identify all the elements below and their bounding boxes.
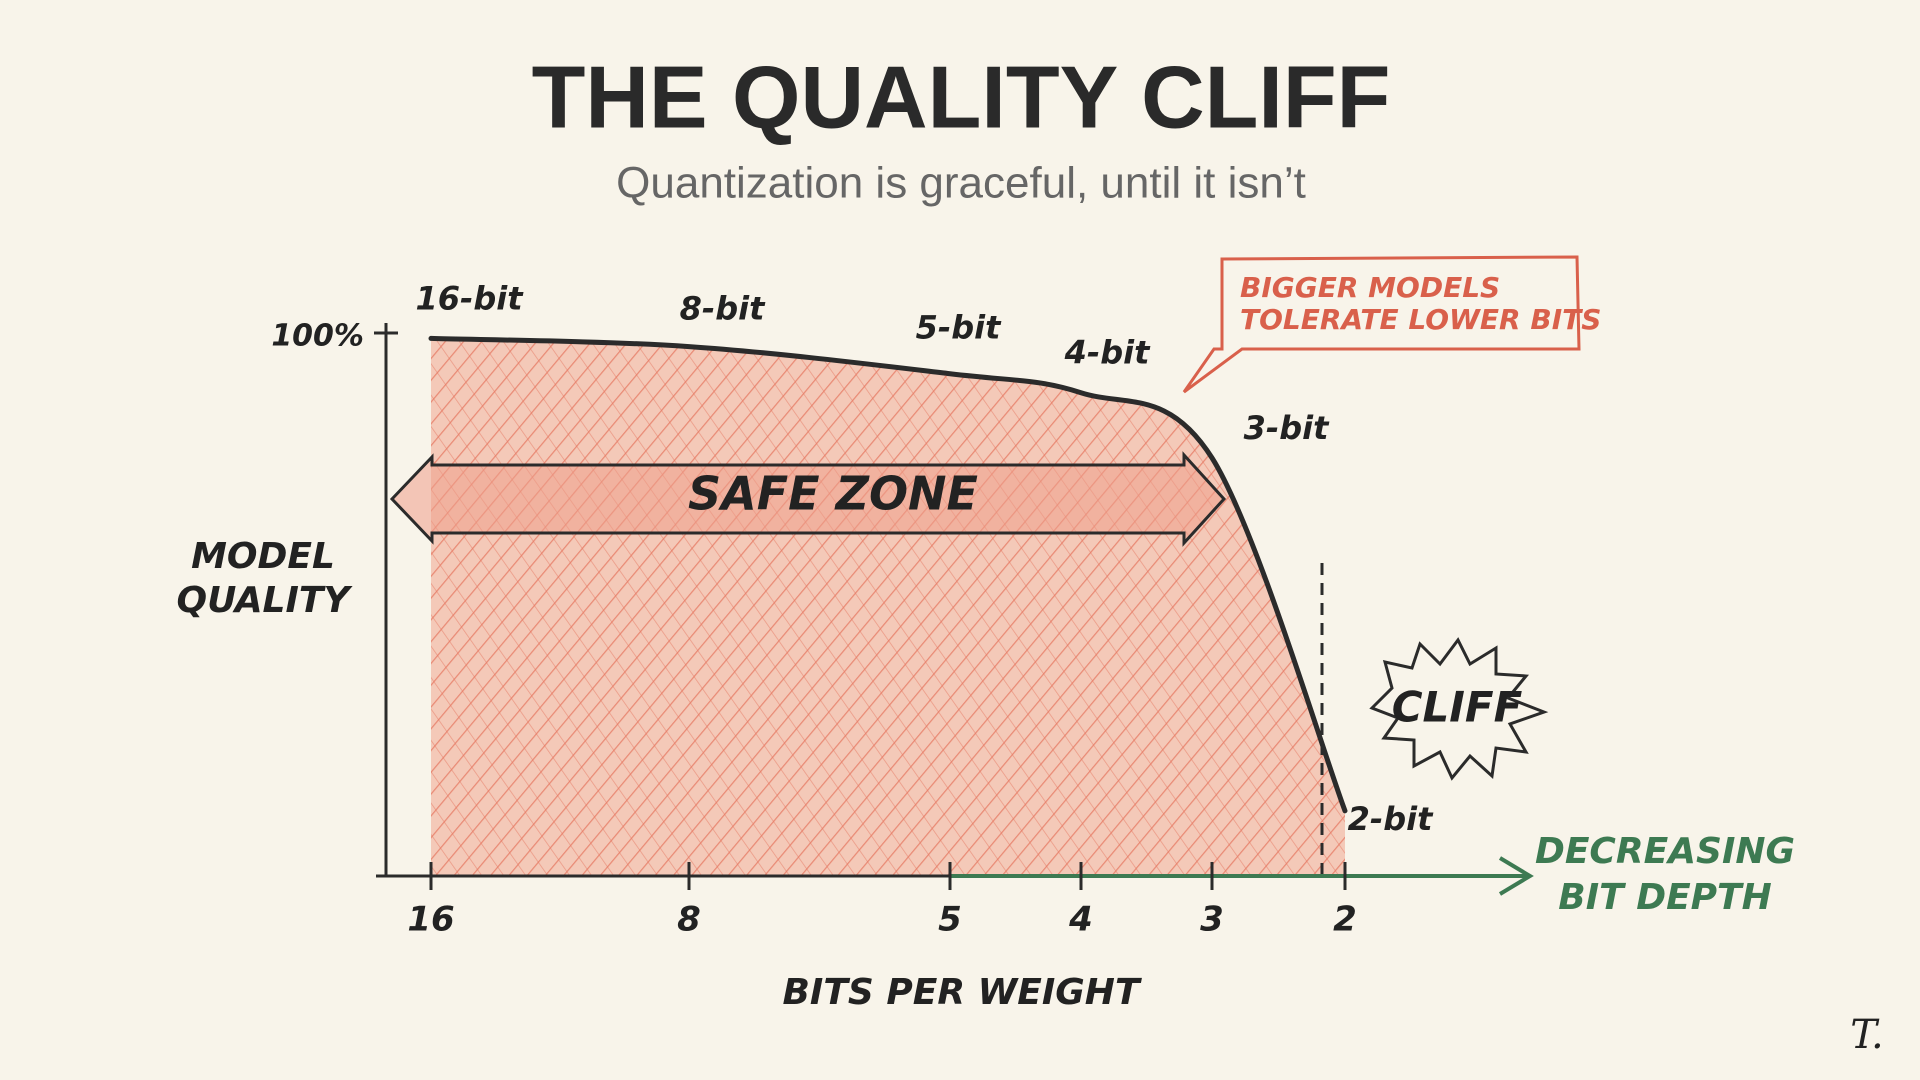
callout-text: TOLERATE LOWER BITS — [1240, 303, 1601, 336]
callout-box — [1182, 255, 1581, 394]
point-label: 3-bit — [1244, 409, 1330, 447]
chart-subtitle: Quantization is graceful, until it isn’t — [616, 159, 1306, 208]
x-tick-label: 4 — [1068, 900, 1093, 940]
y-tick-label: 100% — [271, 319, 364, 354]
callout-text: BIGGER MODELS — [1240, 271, 1500, 304]
x-tick-label: 2 — [1333, 900, 1357, 940]
point-label: 8-bit — [680, 290, 766, 328]
point-label: 5-bit — [916, 309, 1002, 347]
y-axis-label: QUALITY — [176, 580, 353, 621]
point-label: 2-bit — [1348, 800, 1434, 838]
chart-title: THE QUALITY CLIFF — [532, 47, 1391, 146]
safe-zone-label: SAFE ZONE — [688, 467, 978, 521]
x-tick-label: 16 — [407, 900, 454, 940]
x-tick-label: 8 — [677, 900, 701, 940]
x-axis-arrowhead — [1498, 856, 1534, 896]
point-label: 4-bit — [1064, 334, 1151, 372]
x-axis-label: BITS PER WEIGHT — [782, 972, 1141, 1013]
cliff-label: CLIFF — [1392, 683, 1523, 732]
x-tick-label: 3 — [1200, 900, 1224, 940]
point-label: 16-bit — [416, 279, 525, 317]
y-axis-label: MODEL — [191, 536, 335, 577]
safe-zone-arrow — [389, 451, 1227, 547]
arrow-label: DECREASING — [1535, 831, 1795, 872]
cliff-burst — [1369, 637, 1549, 781]
arrow-label: BIT DEPTH — [1558, 877, 1771, 918]
signature: T. — [1850, 1012, 1884, 1058]
x-tick-label: 5 — [938, 900, 962, 940]
quality-line — [428, 335, 1348, 814]
